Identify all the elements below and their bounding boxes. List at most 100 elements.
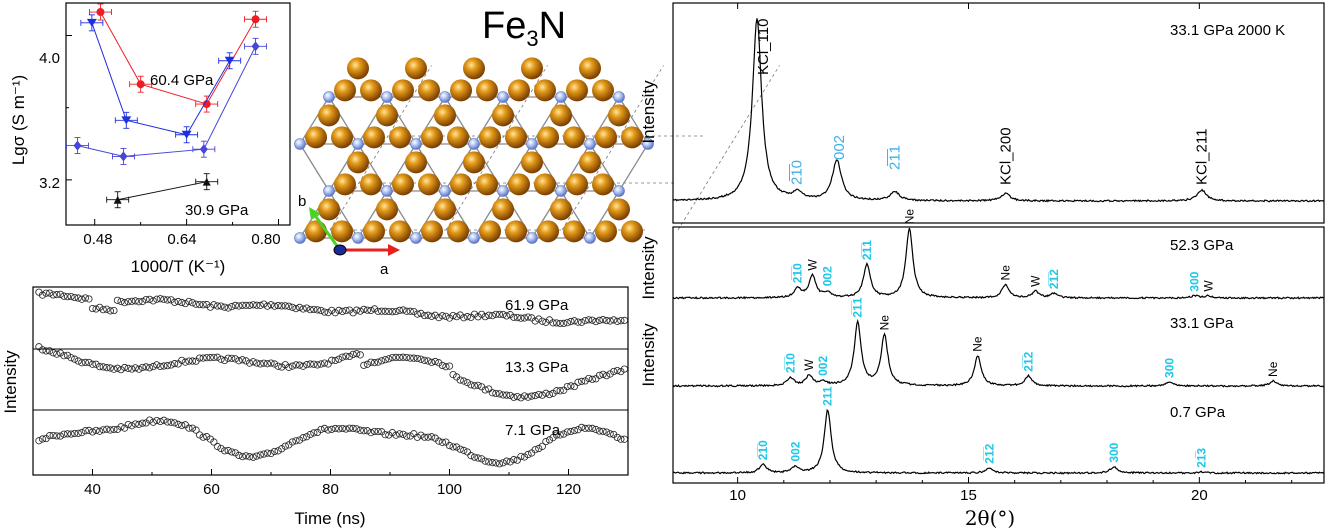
time-data-point — [574, 318, 582, 326]
time-data-point — [220, 303, 229, 311]
n-atom — [584, 138, 596, 150]
time-data-point — [231, 355, 239, 363]
time-data-point — [242, 452, 250, 460]
trace-label-61-9: 61.9 GPa — [505, 297, 569, 314]
fe-atom — [447, 220, 469, 243]
time-data-point — [149, 297, 157, 305]
fe-atom — [608, 198, 630, 221]
time-data-point — [149, 418, 157, 426]
time-data-point — [292, 305, 300, 313]
annotation-30-9-gpa: 30.9 GPa — [185, 202, 249, 219]
fe-atom — [363, 220, 385, 243]
time-data-point — [131, 297, 139, 305]
time-data-point — [356, 426, 364, 434]
time-data-point — [453, 313, 461, 321]
time-data-point — [67, 430, 75, 438]
fe-atom — [405, 151, 427, 174]
fe-atom — [334, 79, 356, 102]
fe-atom — [331, 220, 353, 243]
time-data-point — [385, 307, 393, 316]
time-data-point — [60, 430, 68, 438]
time-data-point — [595, 427, 604, 435]
fe-atom — [537, 126, 559, 149]
time-data-point — [563, 382, 571, 391]
time-data-point — [46, 432, 54, 440]
time-data-point — [131, 364, 139, 372]
time-data-point — [538, 391, 546, 399]
axis-c-marker — [333, 244, 347, 256]
time-data-point — [121, 299, 129, 307]
time-data-point — [231, 301, 239, 309]
time-data-point — [524, 313, 532, 321]
time-data-point — [510, 393, 518, 401]
time-data-point — [270, 447, 279, 456]
time-data-point — [160, 295, 168, 303]
time-data-point — [356, 307, 364, 315]
time-data-point — [92, 305, 100, 313]
time-data-point — [81, 427, 89, 435]
time-data-point — [303, 361, 311, 369]
trace-label-7-1: 7.1 GPa — [505, 422, 561, 439]
time-data-point — [178, 356, 186, 364]
fe-atom — [563, 126, 585, 149]
time-data-point — [135, 365, 143, 373]
time-data-point — [495, 310, 504, 318]
n-atom — [642, 138, 654, 150]
time-data-point — [620, 435, 629, 443]
xrd-bottom-peak-label: 21̅3 — [1195, 448, 1209, 468]
time-data-point — [117, 366, 125, 374]
time-data-point — [620, 316, 629, 325]
time-data-point — [460, 446, 468, 454]
bond — [415, 96, 446, 145]
time-data-point — [542, 389, 550, 397]
bond — [299, 143, 330, 192]
time-data-point — [163, 362, 172, 370]
time-data-point — [295, 361, 304, 369]
fe-atom — [389, 220, 411, 243]
xrd-bottom-peak-label: 2̅1̅2 — [1022, 351, 1036, 371]
time-data-point — [392, 307, 400, 316]
time-data-point — [117, 297, 125, 306]
time-data-point — [328, 306, 336, 314]
time-data-point — [281, 361, 289, 369]
time-data-point — [278, 302, 286, 310]
time-data-point — [49, 291, 57, 299]
fe-atom — [479, 220, 501, 243]
fe-atom — [595, 126, 617, 149]
time-data-point — [181, 299, 189, 308]
time-data-point — [310, 360, 318, 368]
time-data-point — [306, 306, 314, 314]
xrd-bottom-peak-label: 2̅1̅1 — [851, 297, 865, 317]
time-data-point — [602, 428, 611, 436]
time-data-point — [503, 312, 511, 320]
fe-atom — [447, 126, 469, 149]
time-data-point — [217, 444, 225, 453]
time-data-point — [199, 433, 207, 441]
time-data-point — [531, 392, 539, 400]
time-data-point — [245, 301, 254, 309]
xrd-label-33-1: 33.1 GPa — [1170, 315, 1234, 332]
fe-atom — [476, 173, 498, 196]
time-data-point — [88, 304, 97, 313]
time-data-point — [481, 313, 489, 321]
time-data-point — [56, 290, 64, 298]
structure-atoms — [294, 57, 780, 244]
time-data-point — [203, 433, 211, 441]
time-data-point — [210, 353, 218, 362]
time-data-point — [556, 319, 564, 328]
time-data-point — [410, 354, 418, 362]
n-atom — [410, 232, 422, 244]
time-data-point — [599, 370, 607, 378]
time-data-point — [313, 361, 322, 369]
fe-atom — [595, 220, 617, 243]
n-atom — [323, 185, 335, 197]
time-data-point — [467, 452, 475, 460]
fe-atom — [521, 57, 543, 80]
fe-atom — [392, 173, 414, 196]
xrd-bottom-peak-label: 002 — [821, 266, 835, 286]
time-data-point — [85, 295, 93, 303]
time-data-point — [328, 356, 336, 364]
time-data-point — [267, 449, 275, 458]
xrd-top-title: 33.1 GPa 2000 K — [1170, 22, 1285, 39]
fe-atom — [334, 173, 356, 196]
